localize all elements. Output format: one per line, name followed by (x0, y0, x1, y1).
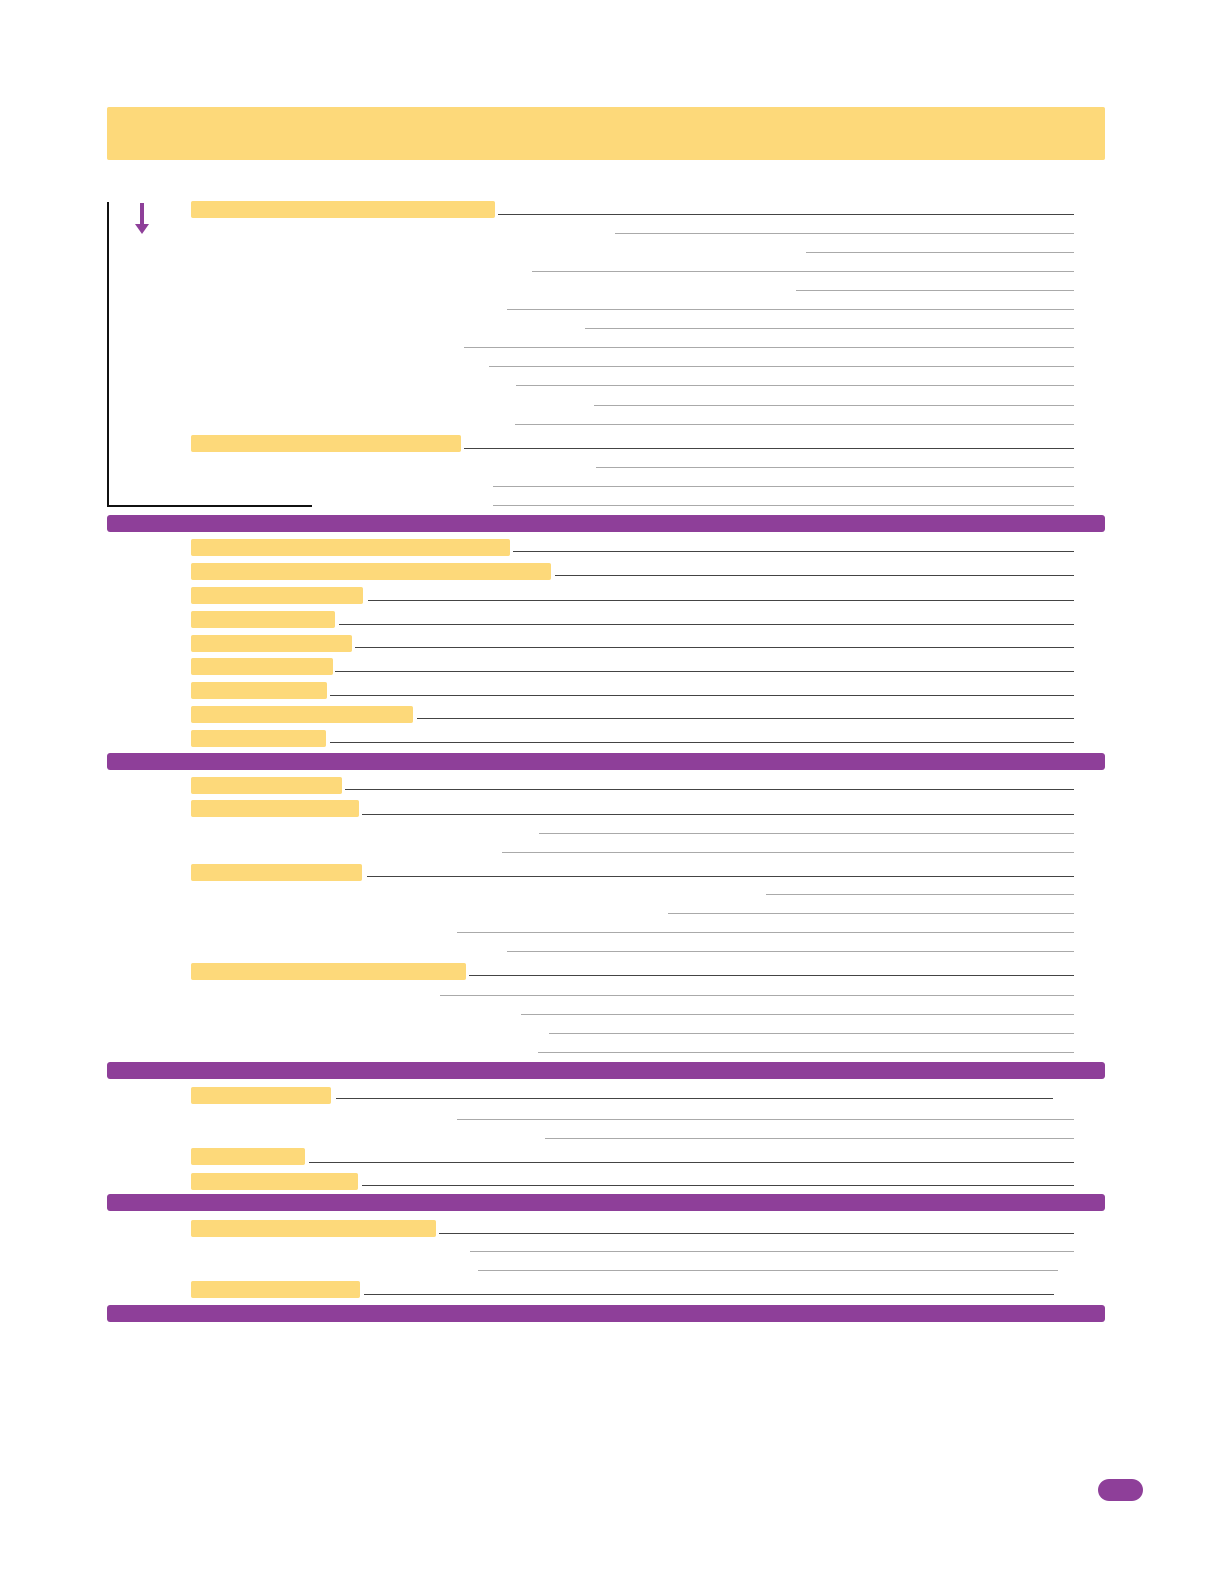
leader-line (345, 789, 1074, 790)
sub-leader-line (594, 405, 1074, 406)
sub-leader-line (493, 505, 1074, 506)
toc-entry[interactable] (191, 1281, 360, 1298)
sub-leader-line (596, 467, 1074, 468)
sub-leader-line (516, 385, 1074, 386)
leader-line (464, 448, 1074, 449)
leader-line (330, 742, 1074, 743)
sub-leader-line (521, 1014, 1074, 1015)
toc-entry[interactable] (191, 539, 510, 556)
leader-line (335, 671, 1074, 672)
sub-leader-line (457, 1119, 1074, 1120)
toc-entry[interactable] (191, 611, 335, 628)
sub-leader-line (549, 1033, 1074, 1034)
leader-line (339, 624, 1074, 625)
leader-line (362, 814, 1074, 815)
sub-leader-line (478, 1270, 1058, 1271)
leader-line (469, 975, 1074, 976)
leader-line (498, 214, 1074, 215)
toc-entry[interactable] (191, 1148, 305, 1165)
leader-line (513, 551, 1074, 552)
toc-entry[interactable] (191, 1173, 358, 1190)
leader-line (330, 695, 1074, 696)
sub-leader-line (440, 995, 1074, 996)
sub-leader-line (532, 271, 1074, 272)
toc-entry[interactable] (191, 635, 352, 652)
section-bar (107, 1062, 1105, 1079)
page-number-badge (1098, 1479, 1143, 1501)
sub-leader-line (515, 424, 1074, 425)
toc-entry[interactable] (191, 682, 327, 699)
leader-line (364, 1294, 1054, 1295)
sub-leader-line (585, 328, 1074, 329)
arrow-down-icon (135, 203, 149, 234)
sub-leader-line (539, 833, 1074, 834)
leader-line (362, 1185, 1074, 1186)
toc-entry[interactable] (191, 563, 551, 580)
sub-leader-line (545, 1138, 1074, 1139)
section-bar (107, 515, 1105, 532)
section-bar (107, 1305, 1105, 1322)
leader-line (367, 876, 1074, 877)
leader-line (355, 647, 1074, 648)
toc-entry[interactable] (191, 201, 495, 218)
sub-leader-line (507, 309, 1074, 310)
toc-entry[interactable] (191, 800, 359, 817)
toc-entry[interactable] (191, 1220, 436, 1237)
toc-entry[interactable] (191, 1087, 331, 1104)
sub-leader-line (806, 252, 1074, 253)
sub-leader-line (464, 347, 1074, 348)
section-bar (107, 1194, 1105, 1211)
sub-leader-line (502, 852, 1074, 853)
sub-leader-line (766, 894, 1074, 895)
sub-leader-line (615, 233, 1074, 234)
toc-entry[interactable] (191, 435, 461, 452)
toc-entry[interactable] (191, 730, 326, 747)
header-banner (107, 107, 1105, 160)
sub-leader-line (796, 290, 1074, 291)
toc-entry[interactable] (191, 587, 363, 604)
sub-leader-line (489, 366, 1074, 367)
leader-line (368, 600, 1074, 601)
sub-leader-line (668, 913, 1074, 914)
leader-line (309, 1162, 1074, 1163)
leader-line (417, 718, 1074, 719)
sub-leader-line (538, 1052, 1074, 1053)
sub-leader-line (507, 951, 1074, 952)
section-bar (107, 753, 1105, 770)
leader-line (336, 1098, 1053, 1099)
toc-entry[interactable] (191, 706, 413, 723)
sub-leader-line (470, 1251, 1074, 1252)
toc-entry[interactable] (191, 777, 342, 794)
toc-entry[interactable] (191, 963, 466, 980)
toc-entry[interactable] (191, 864, 362, 881)
leader-line (555, 575, 1074, 576)
sub-leader-line (457, 932, 1074, 933)
section-bracket (107, 202, 312, 507)
toc-entry[interactable] (191, 658, 333, 675)
sub-leader-line (493, 486, 1074, 487)
leader-line (439, 1233, 1074, 1234)
